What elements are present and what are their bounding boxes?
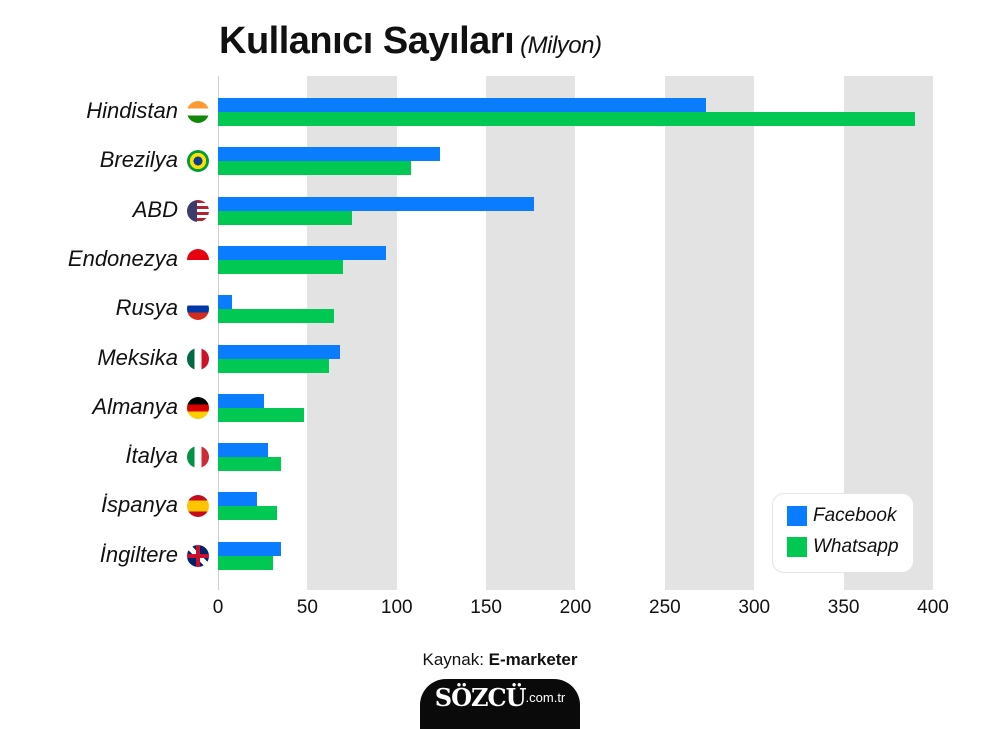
bar-whatsapp	[218, 358, 329, 373]
chart-subtitle: (Milyon)	[520, 32, 602, 59]
legend: Facebook Whatsapp	[772, 493, 914, 573]
legend-label: Facebook	[813, 505, 897, 526]
bar-whatsapp	[218, 210, 353, 225]
y-axis-line	[218, 76, 219, 590]
x-tick-label: 300	[738, 597, 771, 618]
italy-flag-icon	[187, 446, 209, 469]
bar-facebook	[218, 245, 387, 260]
plot-area	[218, 76, 933, 590]
category-label: İtalya	[125, 443, 178, 469]
category-label: İngiltere	[99, 541, 178, 567]
bar-whatsapp	[218, 407, 304, 422]
bar-whatsapp	[218, 112, 916, 126]
bar-whatsapp	[218, 161, 412, 176]
bar-facebook	[218, 196, 535, 211]
legend-item-facebook: Facebook	[787, 505, 896, 527]
india-flag-icon	[187, 101, 209, 123]
germany-flag-icon	[187, 396, 209, 419]
facebook-swatch	[787, 506, 807, 526]
logo-brand: SÖZCÜ	[434, 683, 527, 712]
usa-flag-icon	[187, 199, 209, 222]
category-label: Rusya	[115, 295, 178, 321]
source-label: Kaynak:	[422, 650, 484, 669]
bar-facebook	[218, 541, 281, 556]
bar-whatsapp	[218, 506, 277, 521]
uk-flag-icon	[187, 544, 209, 567]
category-label: Brezilya	[99, 147, 178, 173]
category-label: ABD	[132, 196, 178, 222]
category-label: Almanya	[92, 393, 178, 419]
bar-whatsapp	[218, 457, 281, 472]
bar-whatsapp	[218, 555, 274, 570]
category-label: Hindistan	[86, 98, 178, 123]
logo-domain: .com.tr	[525, 690, 566, 705]
legend-item-whatsapp: Whatsapp	[787, 536, 899, 558]
source-note: Kaynak: E-marketer	[0, 650, 1000, 670]
x-tick-label: 250	[649, 597, 681, 618]
brazil-flag-icon	[187, 150, 209, 173]
mexico-flag-icon	[187, 347, 209, 370]
bar-whatsapp	[218, 259, 344, 274]
bar-facebook	[218, 344, 340, 359]
category-label: Endonezya	[67, 245, 178, 271]
category-label: Meksika	[97, 344, 178, 370]
bar-whatsapp	[218, 309, 335, 324]
chart-title-text: Kullanıcı Sayıları	[219, 20, 515, 62]
spain-flag-icon	[187, 495, 209, 518]
x-tick-label: 400	[917, 597, 949, 618]
source-name: E-marketer	[488, 650, 578, 669]
whatsapp-swatch	[787, 537, 807, 557]
indonesia-flag-icon	[187, 248, 209, 271]
legend-label: Whatsapp	[813, 536, 899, 557]
bar-facebook	[218, 295, 233, 310]
bar-facebook	[218, 147, 440, 162]
grid-band	[664, 76, 755, 590]
chart-title: Kullanıcı Sayıları (Milyon)	[219, 20, 602, 63]
x-tick-label: 0	[212, 597, 224, 618]
x-tick-label: 50	[296, 597, 318, 618]
russia-flag-icon	[187, 298, 209, 321]
x-tick-label: 150	[470, 597, 502, 618]
bar-facebook	[218, 98, 706, 112]
x-tick-label: 350	[827, 597, 860, 618]
x-tick-label: 200	[559, 597, 592, 618]
bar-facebook	[218, 393, 265, 408]
bar-facebook	[218, 492, 258, 507]
x-tick-label: 100	[380, 597, 413, 618]
grid-band	[486, 76, 576, 590]
bar-facebook	[218, 443, 269, 458]
category-label: İspanya	[100, 492, 178, 518]
sozcu-logo: SÖZCÜ.com.tr	[420, 679, 580, 729]
